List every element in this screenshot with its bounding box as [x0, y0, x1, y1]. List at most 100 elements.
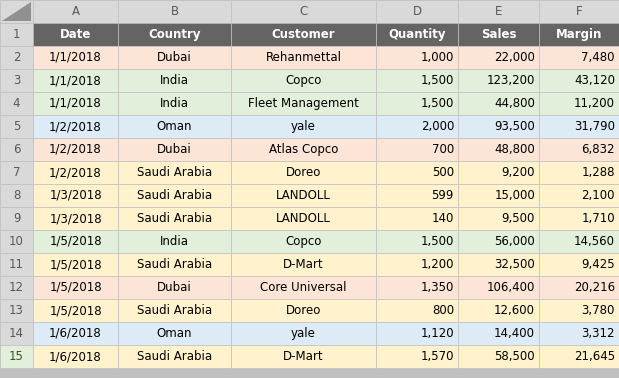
Text: India: India	[160, 97, 189, 110]
Bar	[539, 230, 619, 253]
Text: 1,500: 1,500	[421, 97, 454, 110]
Bar	[0, 46, 33, 69]
Text: 7: 7	[13, 166, 20, 179]
Text: Saudi Arabia: Saudi Arabia	[137, 189, 212, 202]
Text: 1,350: 1,350	[421, 281, 454, 294]
Text: 13: 13	[9, 304, 24, 317]
Bar	[33, 322, 118, 345]
Text: 1/2/2018: 1/2/2018	[49, 166, 102, 179]
Bar	[0, 138, 33, 161]
Text: 5: 5	[13, 120, 20, 133]
Text: Saudi Arabia: Saudi Arabia	[137, 258, 212, 271]
Text: Saudi Arabia: Saudi Arabia	[137, 166, 212, 179]
Text: 800: 800	[432, 304, 454, 317]
Text: 1,500: 1,500	[421, 74, 454, 87]
Bar	[118, 276, 231, 299]
Text: E: E	[495, 5, 502, 18]
Text: 2,000: 2,000	[421, 120, 454, 133]
Text: Saudi Arabia: Saudi Arabia	[137, 350, 212, 363]
Text: 12: 12	[9, 281, 24, 294]
Bar	[231, 69, 376, 92]
Polygon shape	[2, 2, 31, 21]
Bar	[0, 299, 33, 322]
Bar	[231, 0, 376, 23]
Text: 1,288: 1,288	[581, 166, 615, 179]
Text: Oman: Oman	[157, 120, 193, 133]
Text: 10: 10	[9, 235, 24, 248]
Text: Date: Date	[60, 28, 91, 41]
Bar	[0, 345, 33, 368]
Bar	[458, 345, 539, 368]
Text: Rehanmettal: Rehanmettal	[266, 51, 342, 64]
Text: D-Mart: D-Mart	[283, 350, 324, 363]
Bar	[458, 0, 539, 23]
Text: Dubai: Dubai	[157, 281, 192, 294]
Bar	[118, 69, 231, 92]
Bar	[376, 138, 458, 161]
Bar	[539, 138, 619, 161]
Bar	[118, 184, 231, 207]
Text: Sales: Sales	[481, 28, 516, 41]
Text: 1/2/2018: 1/2/2018	[49, 143, 102, 156]
Text: Atlas Copco: Atlas Copco	[269, 143, 338, 156]
Text: B: B	[170, 5, 178, 18]
Bar	[376, 276, 458, 299]
Text: 15,000: 15,000	[494, 189, 535, 202]
Bar	[0, 230, 33, 253]
Text: D: D	[412, 5, 422, 18]
Text: 2: 2	[13, 51, 20, 64]
Text: 1/5/2018: 1/5/2018	[49, 235, 102, 248]
Text: 1/5/2018: 1/5/2018	[49, 258, 102, 271]
Bar	[376, 230, 458, 253]
Bar	[118, 207, 231, 230]
Bar	[118, 0, 231, 23]
Text: 9,425: 9,425	[581, 258, 615, 271]
Text: yale: yale	[291, 120, 316, 133]
Text: 11: 11	[9, 258, 24, 271]
Bar	[539, 23, 619, 46]
Bar	[539, 0, 619, 23]
Text: Fleet Management: Fleet Management	[248, 97, 359, 110]
Text: 1,200: 1,200	[420, 258, 454, 271]
Bar	[0, 253, 33, 276]
Bar	[33, 230, 118, 253]
Bar	[118, 46, 231, 69]
Bar	[0, 322, 33, 345]
Text: 6: 6	[13, 143, 20, 156]
Bar	[33, 184, 118, 207]
Bar	[0, 69, 33, 92]
Text: 20,216: 20,216	[574, 281, 615, 294]
Bar	[231, 46, 376, 69]
Text: 11,200: 11,200	[574, 97, 615, 110]
Bar	[118, 322, 231, 345]
Text: 1/5/2018: 1/5/2018	[49, 304, 102, 317]
Bar	[118, 92, 231, 115]
Text: LANDOLL: LANDOLL	[276, 189, 331, 202]
Bar	[539, 345, 619, 368]
Bar	[376, 69, 458, 92]
Bar	[458, 184, 539, 207]
Text: 44,800: 44,800	[494, 97, 535, 110]
Text: 21,645: 21,645	[574, 350, 615, 363]
Bar	[33, 253, 118, 276]
Bar	[33, 138, 118, 161]
Text: Saudi Arabia: Saudi Arabia	[137, 304, 212, 317]
Text: 500: 500	[432, 166, 454, 179]
Bar	[0, 0, 33, 23]
Text: 14: 14	[9, 327, 24, 340]
Bar	[231, 184, 376, 207]
Bar	[231, 161, 376, 184]
Text: F: F	[576, 5, 582, 18]
Bar	[376, 207, 458, 230]
Bar	[33, 276, 118, 299]
Bar	[231, 92, 376, 115]
Text: 1/3/2018: 1/3/2018	[49, 189, 102, 202]
Bar	[376, 299, 458, 322]
Text: 1,000: 1,000	[421, 51, 454, 64]
Bar	[231, 207, 376, 230]
Bar	[458, 276, 539, 299]
Text: 9,200: 9,200	[501, 166, 535, 179]
Text: 8: 8	[13, 189, 20, 202]
Text: 93,500: 93,500	[494, 120, 535, 133]
Text: 1: 1	[13, 28, 20, 41]
